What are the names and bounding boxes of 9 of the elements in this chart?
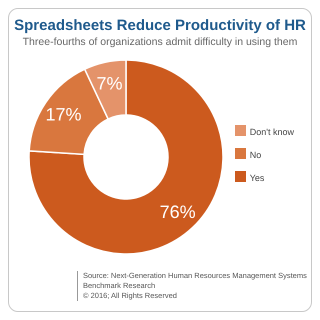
donut-slice bbox=[28, 59, 224, 255]
legend-label: Yes bbox=[250, 172, 264, 182]
data-label: 7% bbox=[96, 73, 123, 94]
data-label: 17% bbox=[46, 104, 82, 125]
chart-title: Spreadsheets Reduce Productivity of HR bbox=[13, 17, 307, 34]
data-label: 76% bbox=[160, 202, 196, 222]
legend-label: No bbox=[250, 150, 262, 160]
chart-subtitle: Three-fourths of organizations admit difficulty in using them bbox=[22, 36, 298, 48]
legend-label: Don't know bbox=[250, 126, 294, 136]
